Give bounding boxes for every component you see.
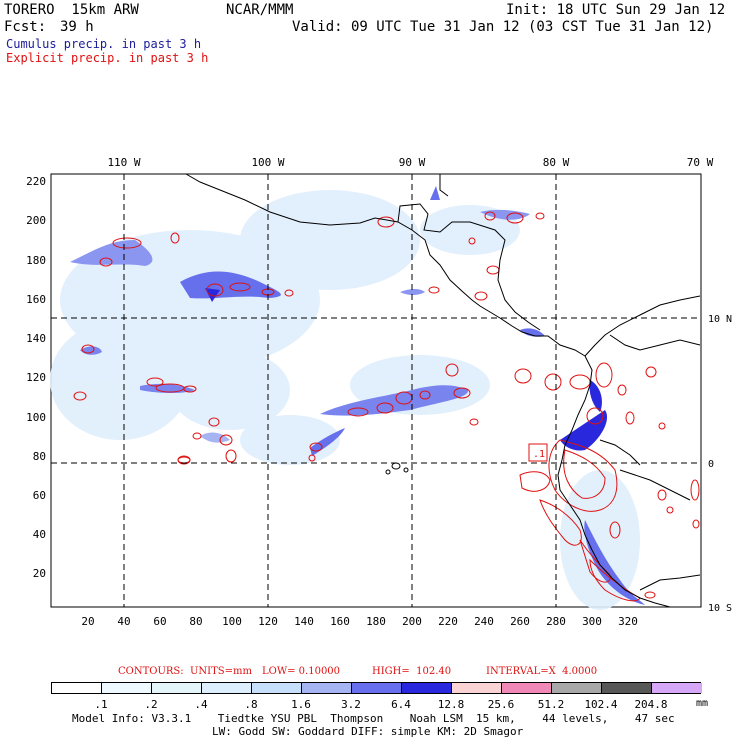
precip-map: .1 110 W 100 W 90 W 80 W 70 W 10 N 0 10 … (26, 156, 732, 628)
colorbar-cell (202, 683, 252, 693)
colorbar-label: .8 (244, 698, 258, 711)
contour-low: LOW= 0.10000 (262, 666, 341, 677)
x-tick: 140 (294, 615, 314, 628)
explicit-precip-legend: Explicit precip. in past 3 h (6, 51, 209, 65)
contour-units: UNITS=mm (190, 666, 252, 677)
colorbar-cell (452, 683, 502, 693)
x-tick: 240 (474, 615, 494, 628)
x-tick: 40 (117, 615, 130, 628)
forecast-label: Fcst: (4, 19, 47, 35)
y-tick: 180 (26, 254, 46, 267)
y-tick: 20 (33, 567, 46, 580)
model-info-physics: LW: Godd SW: Goddard DIFF: simple KM: 2D… (212, 725, 524, 738)
lat-label-0: 0 (708, 459, 714, 470)
x-tick: 100 (222, 615, 242, 628)
x-tick: 260 (510, 615, 530, 628)
colorbar-label: 3.2 (341, 698, 361, 711)
colorbar-cell (302, 683, 352, 693)
x-tick: 280 (546, 615, 566, 628)
cumulus-precip-legend: Cumulus precip. in past 3 h (6, 37, 202, 51)
x-tick: 120 (258, 615, 278, 628)
organization: NCAR/MMM (226, 2, 294, 18)
contour-high: HIGH= 102.40 (372, 666, 452, 677)
y-tick: 160 (26, 293, 46, 306)
coastlines (185, 173, 701, 608)
y-tick: 60 (33, 489, 46, 502)
lat-lon-grid (51, 174, 701, 607)
colorbar-cell (252, 683, 302, 693)
lat-label-10s: 10 S (708, 603, 732, 614)
y-tick: 80 (33, 450, 46, 463)
y-tick: 100 (26, 411, 46, 424)
model-title: TORERO 15km ARW (4, 2, 139, 18)
x-tick: 160 (330, 615, 350, 628)
x-tick: 20 (81, 615, 94, 628)
colorbar-cell (652, 683, 702, 693)
colorbar-label: 204.8 (634, 698, 668, 711)
x-tick: 220 (438, 615, 458, 628)
lon-label-100w: 100 W (251, 156, 284, 169)
x-tick: 200 (402, 615, 422, 628)
colorbar-label: 6.4 (391, 698, 411, 711)
colorbar-cell (52, 683, 102, 693)
lat-label-10n: 10 N (708, 314, 732, 325)
colorbar-cell (402, 683, 452, 693)
colorbar (51, 682, 702, 694)
model-info: Model Info: V3.3.1 Tiedtke YSU PBL Thomp… (72, 712, 675, 725)
lon-label-110w: 110 W (107, 156, 140, 169)
y-tick: 220 (26, 175, 46, 188)
colorbar-cell (152, 683, 202, 693)
y-tick: 40 (33, 528, 46, 541)
colorbar-label: 25.6 (487, 698, 515, 711)
contour-interval: INTERVAL=X 4.0000 (486, 666, 598, 677)
colorbar-cell (502, 683, 552, 693)
colorbar-label: .1 (94, 698, 108, 711)
lon-label-90w: 90 W (399, 156, 426, 169)
forecast-hours: 39 h (60, 19, 94, 35)
colorbar-label: 1.6 (291, 698, 311, 711)
y-tick: 200 (26, 214, 46, 227)
colorbar-cell (602, 683, 652, 693)
valid-time: Valid: 09 UTC Tue 31 Jan 12 (03 CST Tue … (292, 19, 714, 35)
x-tick: 300 (582, 615, 602, 628)
x-tick: 320 (618, 615, 638, 628)
colorbar-label: .4 (194, 698, 208, 711)
low-center-label: .1 (533, 449, 545, 460)
lon-label-70w: 70 W (687, 156, 714, 169)
x-tick: 80 (189, 615, 202, 628)
contour-label: CONTOURS: (118, 666, 184, 677)
x-tick: 180 (366, 615, 386, 628)
colorbar-cell (102, 683, 152, 693)
y-tick: 120 (26, 371, 46, 384)
x-tick: 60 (153, 615, 166, 628)
lon-label-80w: 80 W (543, 156, 570, 169)
colorbar-unit: mm (696, 698, 709, 709)
colorbar-label: 51.2 (537, 698, 565, 711)
colorbar-cell (352, 683, 402, 693)
init-time: Init: 18 UTC Sun 29 Jan 12 (506, 2, 726, 18)
colorbar-label: 102.4 (584, 698, 618, 711)
colorbar-label: .2 (144, 698, 158, 711)
y-tick: 140 (26, 332, 46, 345)
low-center-box (528, 443, 548, 462)
colorbar-label: 12.8 (437, 698, 465, 711)
colorbar-cell (552, 683, 602, 693)
